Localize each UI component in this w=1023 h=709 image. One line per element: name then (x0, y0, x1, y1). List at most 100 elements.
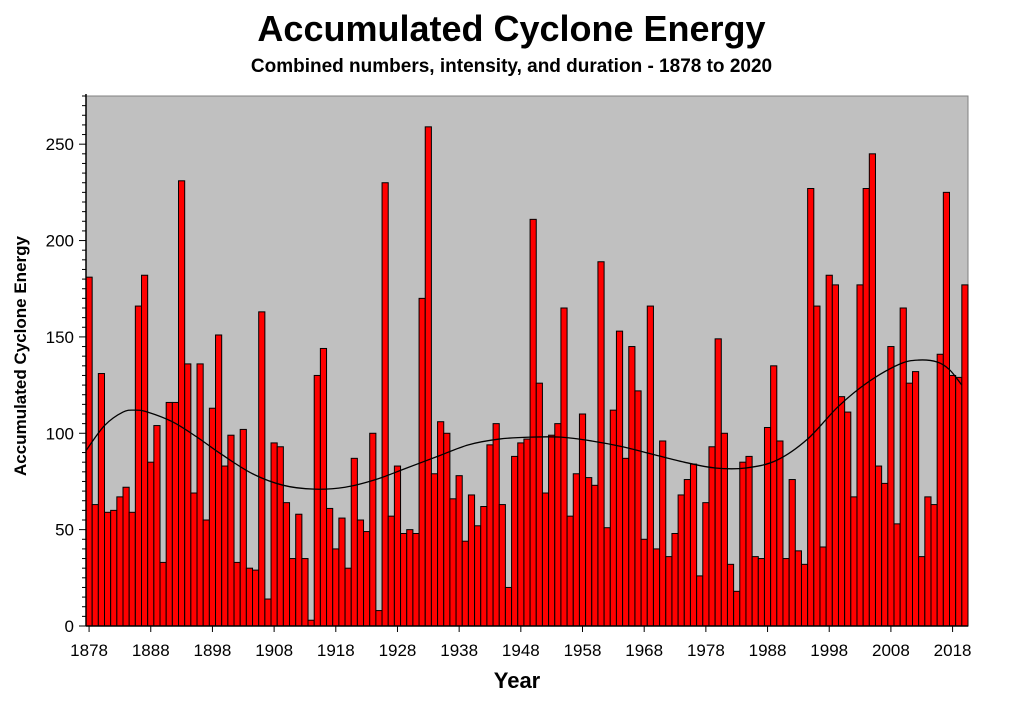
bar-1886 (134, 305, 143, 627)
bar-1938 (455, 475, 463, 627)
bar-1899 (215, 334, 223, 627)
bar-2005 (868, 153, 876, 627)
bar-1897 (202, 519, 210, 627)
bar-1967 (634, 390, 642, 627)
bar-2016 (936, 353, 944, 627)
x-tick-label: 1978 (687, 641, 725, 660)
x-tick-label: 1908 (255, 641, 293, 660)
bar-1936 (443, 432, 451, 627)
bar-2017 (942, 191, 951, 627)
bar-1992 (788, 479, 796, 627)
y-tick-label: 200 (46, 232, 74, 251)
bar-1985 (745, 455, 753, 627)
bar-2004 (862, 188, 870, 627)
bar-1928 (393, 465, 402, 627)
bar-1889 (153, 425, 161, 627)
bar-1922 (356, 519, 365, 627)
bar-2014 (924, 496, 932, 627)
bar-1918 (332, 548, 340, 627)
bar-1977 (696, 575, 704, 627)
x-tick-label: 2018 (934, 641, 972, 660)
bar-1912 (295, 513, 303, 627)
bar-1930 (406, 529, 414, 627)
bar-1961 (597, 261, 605, 627)
bar-2020 (961, 284, 969, 627)
bars (85, 126, 969, 627)
bar-1952 (541, 492, 550, 627)
bar-1988 (763, 426, 772, 627)
bar-1926 (381, 182, 389, 627)
y-axis-title: Accumulated Cyclone Energy (11, 235, 30, 476)
bar-1879 (91, 504, 99, 627)
chart-subtitle: Combined numbers, intensity, and duratio… (250, 56, 773, 77)
bar-1956 (566, 515, 574, 627)
bar-1966 (628, 346, 636, 627)
bar-1962 (603, 527, 611, 627)
bar-1888 (147, 461, 155, 627)
bar-2002 (850, 496, 858, 627)
bar-1997 (819, 546, 827, 627)
bar-2008 (887, 346, 895, 627)
bar-1880 (97, 373, 106, 627)
bar-1940 (467, 494, 476, 627)
bar-1892 (171, 401, 180, 627)
bar-1917 (326, 507, 334, 627)
bar-2000 (837, 396, 846, 627)
y-tick-label: 50 (55, 521, 74, 540)
bar-1974 (677, 494, 685, 627)
bar-1980 (714, 338, 722, 627)
x-tick-label: 1928 (379, 641, 417, 660)
bar-2007 (881, 482, 889, 627)
x-tick-label: 1918 (317, 641, 355, 660)
bar-1881 (104, 511, 112, 627)
bar-1942 (480, 506, 488, 627)
bar-1885 (128, 511, 136, 627)
bar-1920 (344, 567, 352, 627)
bar-2012 (911, 371, 920, 627)
bar-1958 (578, 413, 587, 627)
axes: 0 50 100 150 200 250 1878 1888 1898 1908 1918 1928 1… (46, 94, 972, 660)
bar-1986 (751, 556, 759, 627)
bar-1927 (387, 515, 395, 627)
bar-2015 (930, 504, 938, 627)
x-tick-label: 1878 (70, 641, 108, 660)
bar-1919 (338, 517, 346, 627)
bar-1945 (498, 504, 506, 627)
bar-2018 (949, 374, 957, 627)
bar-1921 (350, 457, 358, 627)
bar-1937 (449, 498, 457, 627)
bar-1905 (252, 569, 260, 627)
bar-1982 (726, 563, 735, 627)
bar-2001 (844, 411, 852, 627)
x-tick-label: 1968 (625, 641, 663, 660)
bar-1909 (276, 446, 284, 627)
bar-1914 (307, 619, 315, 627)
bar-1948 (517, 442, 525, 627)
bar-1970 (652, 548, 661, 627)
bar-1973 (671, 532, 679, 627)
bar-1925 (375, 610, 383, 627)
bar-1933 (424, 126, 432, 627)
bar-1883 (116, 496, 124, 627)
bar-1904 (245, 567, 254, 627)
y-tick-label: 0 (65, 617, 74, 636)
bar-1935 (437, 421, 445, 627)
bar-1903 (239, 428, 247, 627)
y-tick-label: 250 (46, 135, 74, 154)
bar-1894 (184, 363, 192, 627)
bar-2006 (874, 465, 883, 627)
bar-1999 (831, 284, 839, 627)
x-axis-title: Year (494, 668, 541, 693)
bar-1981 (720, 432, 728, 627)
bar-1884 (122, 486, 130, 627)
bar-1931 (412, 532, 420, 627)
bar-1878 (85, 276, 93, 627)
bar-1994 (800, 563, 809, 627)
bar-1893 (178, 180, 186, 627)
bar-1971 (659, 440, 667, 627)
bar-1923 (363, 531, 371, 627)
bar-1959 (585, 477, 593, 627)
y-tick-label: 100 (46, 424, 74, 443)
x-tick-label: 1898 (194, 641, 232, 660)
bar-1964 (615, 330, 624, 627)
